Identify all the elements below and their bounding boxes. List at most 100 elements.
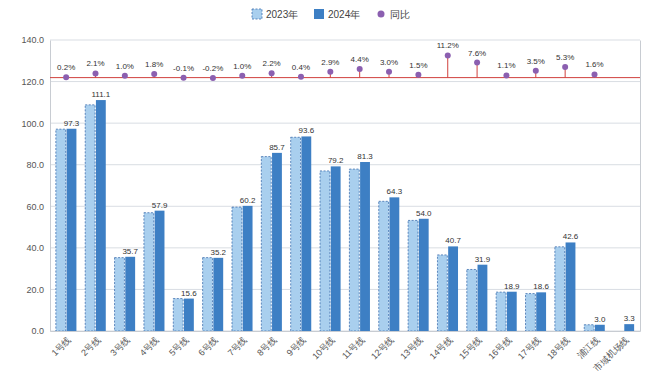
grid-line bbox=[50, 289, 640, 290]
dot bbox=[151, 71, 157, 77]
bar bbox=[507, 292, 517, 331]
bar bbox=[379, 201, 389, 331]
data-label: 54.0 bbox=[416, 209, 432, 218]
data-label: 31.9 bbox=[475, 255, 491, 264]
grid-line bbox=[50, 247, 640, 248]
data-label: 1.0% bbox=[233, 62, 251, 71]
x-tick: 9号线 bbox=[284, 331, 307, 358]
bar bbox=[331, 166, 341, 331]
bar bbox=[291, 137, 301, 331]
bar bbox=[478, 265, 488, 331]
x-axis-line bbox=[51, 331, 641, 332]
bar bbox=[213, 258, 223, 331]
data-label: 40.7 bbox=[445, 236, 461, 245]
x-tick-label: 5号线 bbox=[167, 335, 190, 358]
data-label: 81.3 bbox=[357, 152, 373, 161]
dot bbox=[592, 71, 598, 77]
data-label: 2.9% bbox=[321, 58, 339, 67]
dot bbox=[269, 70, 275, 76]
data-label: 42.6 bbox=[563, 232, 579, 241]
x-tick-label: 13号线 bbox=[398, 335, 425, 362]
bar bbox=[56, 129, 66, 331]
grid-line bbox=[50, 206, 640, 207]
bar bbox=[96, 100, 106, 331]
data-label: 0.2% bbox=[57, 63, 75, 72]
x-tick: 10号线 bbox=[310, 331, 337, 361]
bar bbox=[448, 246, 458, 331]
bar bbox=[360, 162, 370, 331]
y-tick-label: 80.0 bbox=[26, 160, 44, 170]
x-tick: 12号线 bbox=[369, 331, 396, 361]
legend-label: 2023年 bbox=[266, 9, 298, 20]
x-tick: 4号线 bbox=[138, 331, 161, 358]
bar bbox=[437, 255, 447, 331]
y-tick-label: 20.0 bbox=[26, 285, 44, 295]
x-tick-label: 16号线 bbox=[486, 335, 513, 362]
y-tick: 80.0 bbox=[26, 160, 50, 170]
data-label: 79.2 bbox=[328, 156, 344, 165]
x-tick-label: 17号线 bbox=[516, 335, 543, 362]
x-tick-label: 浦江线 bbox=[575, 335, 601, 361]
data-label: 1.0% bbox=[116, 62, 134, 71]
bar bbox=[555, 247, 565, 331]
bar bbox=[144, 213, 154, 331]
data-labels: 97.3111.135.757.915.635.260.285.793.679.… bbox=[57, 41, 635, 323]
data-label: 7.6% bbox=[468, 49, 486, 58]
bar bbox=[243, 206, 253, 331]
bar bbox=[184, 299, 194, 331]
y-tick-label: 120.0 bbox=[21, 77, 44, 87]
data-label: 3.0 bbox=[594, 315, 606, 324]
x-tick-label: 11号线 bbox=[340, 335, 366, 361]
x-tick: 2号线 bbox=[79, 331, 102, 358]
x-tick-label: 3号线 bbox=[108, 335, 131, 358]
x-tick: 3号线 bbox=[108, 331, 131, 358]
x-tick: 7号线 bbox=[226, 331, 249, 358]
bar bbox=[115, 258, 125, 331]
dot bbox=[386, 69, 392, 75]
x-tick-label: 4号线 bbox=[138, 335, 161, 358]
legend: 2023年2024年同比 bbox=[252, 9, 410, 20]
bar bbox=[320, 171, 330, 331]
data-label: 35.2 bbox=[210, 248, 226, 257]
data-label: 111.1 bbox=[91, 90, 110, 99]
x-tick-label: 10号线 bbox=[310, 335, 337, 362]
dot bbox=[63, 74, 69, 80]
x-tick-label: 1号线 bbox=[50, 335, 73, 358]
bar bbox=[125, 257, 135, 331]
x-tick: 6号线 bbox=[196, 331, 219, 358]
y-tick-label: 60.0 bbox=[26, 202, 44, 212]
x-tick: 17号线 bbox=[516, 331, 543, 361]
data-label: -0.1% bbox=[173, 64, 194, 73]
dot bbox=[357, 66, 363, 72]
y-tick: 60.0 bbox=[26, 202, 50, 212]
data-label: 1.6% bbox=[585, 60, 603, 69]
dot bbox=[122, 73, 128, 79]
x-tick-label: 市域机场线 bbox=[592, 335, 631, 374]
data-label: 60.2 bbox=[240, 196, 256, 205]
grid bbox=[50, 40, 640, 331]
bar bbox=[85, 105, 95, 331]
legend-item: 同比 bbox=[378, 9, 411, 20]
dot bbox=[327, 69, 333, 75]
grid-line bbox=[50, 123, 640, 124]
bar bbox=[203, 258, 213, 331]
yoy-series bbox=[50, 52, 640, 81]
y-tick: 120.0 bbox=[21, 77, 50, 87]
data-label: 18.6 bbox=[533, 282, 549, 291]
data-label: 2.1% bbox=[86, 59, 104, 68]
x-tick-label: 18号线 bbox=[545, 335, 572, 362]
data-label: 97.3 bbox=[64, 119, 80, 128]
dot bbox=[92, 70, 98, 76]
y-tick: 20.0 bbox=[26, 285, 50, 295]
x-tick-label: 15号线 bbox=[457, 335, 484, 362]
data-label: 15.6 bbox=[181, 289, 197, 298]
data-label: 4.4% bbox=[351, 55, 369, 64]
y2-axis bbox=[640, 41, 641, 332]
dot bbox=[533, 68, 539, 74]
bar bbox=[584, 325, 594, 331]
x-tick: 8号线 bbox=[255, 331, 278, 358]
y-tick: 140.0 bbox=[21, 35, 50, 45]
x-tick-label: 7号线 bbox=[226, 335, 249, 358]
bar bbox=[536, 292, 546, 331]
grid-line bbox=[50, 40, 640, 41]
